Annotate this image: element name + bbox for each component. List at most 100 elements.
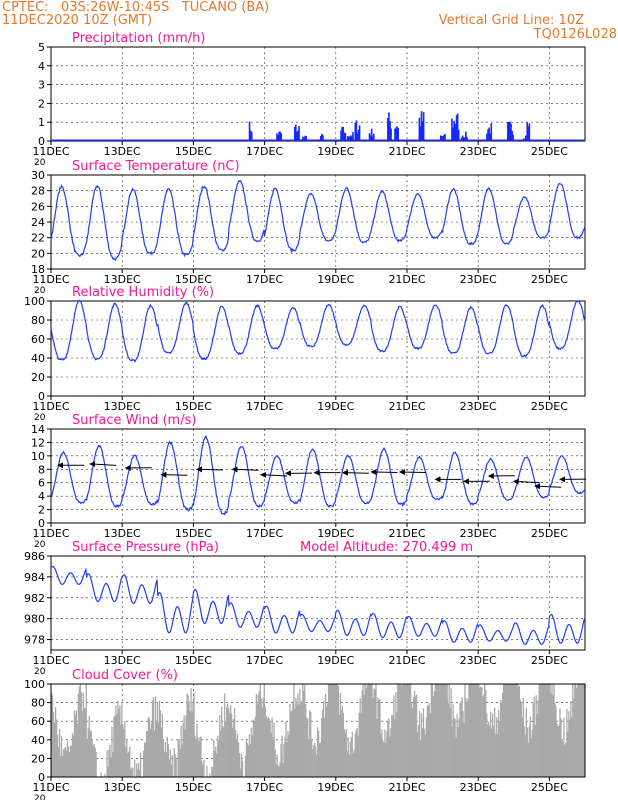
- cloud-bar: [223, 727, 225, 777]
- precip-bar: [279, 131, 281, 141]
- cloud-bar: [240, 753, 243, 777]
- cloud-bar: [149, 729, 152, 777]
- precip-bar: [340, 130, 342, 141]
- cloud-bar: [91, 740, 93, 777]
- cloud-bar: [557, 726, 559, 777]
- cloud-bar: [415, 694, 418, 777]
- x-tick-label: 11DEC: [32, 273, 69, 286]
- precip-bar: [303, 137, 305, 141]
- cloud-bar: [441, 684, 443, 777]
- y-tick-label: 24: [31, 216, 45, 229]
- cloud-bar: [247, 745, 250, 777]
- precip-bar: [487, 129, 489, 141]
- cloud-bar: [562, 741, 564, 777]
- cloud-bar: [57, 746, 60, 777]
- cloud-bar: [444, 684, 446, 777]
- cloud-bar: [310, 712, 312, 777]
- year-label: 20: [34, 540, 46, 550]
- precip-bar: [373, 133, 375, 141]
- cloud-bar: [372, 698, 374, 777]
- y-tick-label: 0: [38, 771, 45, 784]
- cloud-bar: [154, 696, 157, 777]
- cloud-bar: [93, 743, 95, 777]
- x-tick-label: 17DEC: [246, 654, 283, 667]
- x-tick-label: 19DEC: [317, 654, 354, 667]
- y-tick-label: 80: [31, 314, 45, 327]
- cloud-bar: [428, 703, 431, 777]
- x-tick-label: 17DEC: [246, 400, 283, 413]
- cloud-bar: [229, 705, 232, 777]
- cloud-bar: [546, 684, 548, 777]
- x-tick-label: 23DEC: [460, 781, 497, 794]
- cloud-bar: [320, 718, 323, 777]
- cloud-bar: [153, 730, 156, 777]
- cloud-bar: [177, 739, 179, 777]
- cloud-bar: [137, 768, 139, 777]
- cloud-bar: [399, 684, 401, 777]
- precip-bar: [370, 128, 373, 141]
- cloud-bar: [533, 696, 535, 777]
- cloud-bar: [508, 684, 511, 777]
- cloud-bar: [321, 709, 324, 777]
- precip-bar: [488, 127, 490, 141]
- cloud-bar: [182, 723, 184, 777]
- cloud-bar: [365, 688, 367, 777]
- cloud-bar: [521, 717, 523, 777]
- precip-bar: [455, 115, 458, 141]
- cloud-bar: [567, 732, 569, 777]
- cloud-bar: [516, 684, 519, 777]
- precip-bar: [421, 121, 424, 141]
- cloud-bar: [548, 684, 550, 777]
- cloud-bar: [336, 684, 339, 777]
- cloud-bar: [568, 711, 570, 777]
- cloud-bar: [311, 740, 313, 777]
- cloud-bar: [286, 741, 288, 777]
- cloud-bar: [92, 746, 94, 777]
- cloud-bar: [333, 684, 336, 777]
- wind-vector: [89, 461, 117, 468]
- header-station: CPTEC: 03S:26W-10:45S TUCANO (BA): [2, 0, 270, 15]
- cloud-bar: [76, 723, 78, 777]
- cloud-bar: [238, 752, 241, 777]
- cloud-bar: [134, 759, 136, 777]
- cloud-bar: [473, 684, 475, 777]
- cloud-bar: [140, 752, 142, 777]
- cloud-bar: [401, 685, 403, 777]
- x-tick-label: 15DEC: [175, 781, 212, 794]
- precip-bar: [439, 135, 442, 141]
- cloud-bar: [104, 773, 106, 777]
- cloud-bar: [458, 718, 460, 777]
- cloud-bar: [343, 729, 345, 777]
- panel-frame: [50, 683, 586, 778]
- cloud-bar: [306, 717, 308, 777]
- cloud-bar: [539, 684, 541, 777]
- cloud-bar: [233, 707, 236, 777]
- cloud-bar: [117, 700, 119, 777]
- x-tick-label: 11DEC: [32, 527, 69, 540]
- cloud-bar: [445, 684, 447, 777]
- x-tick-label: 15DEC: [175, 527, 212, 540]
- cloud-bar: [106, 750, 108, 777]
- cloud-bar: [467, 698, 469, 777]
- cloud-bar: [114, 715, 116, 777]
- cloud-bar: [298, 704, 300, 777]
- precip-bar: [296, 132, 298, 141]
- precip-bar: [525, 135, 527, 141]
- cloud-bar: [342, 712, 345, 777]
- cloud-bar: [351, 731, 353, 777]
- cloud-bar: [136, 763, 138, 777]
- cloud-bar: [281, 735, 283, 777]
- cloud-bar: [255, 693, 257, 777]
- cloud-bar: [411, 708, 414, 777]
- cloud-bar: [112, 752, 114, 777]
- cloud-bar: [294, 708, 296, 777]
- precip-bar: [305, 136, 307, 141]
- precip-bar: [248, 121, 251, 141]
- y-tick-label: 60: [31, 333, 45, 346]
- cloud-bar: [526, 727, 528, 777]
- cloud-bar: [414, 696, 417, 777]
- cloud-bar: [124, 721, 126, 777]
- cloud-bar: [194, 735, 196, 777]
- precip-bar: [512, 134, 514, 141]
- cloud-bar: [388, 718, 390, 777]
